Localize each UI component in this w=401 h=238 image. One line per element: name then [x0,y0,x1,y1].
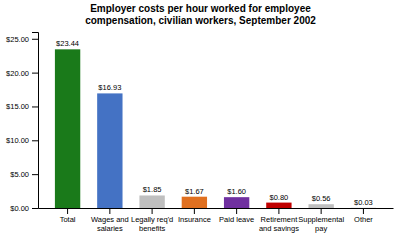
tick-label: Wages andsalaries [91,215,129,233]
tick-label: Paid leave [219,215,254,224]
tick-label: $0.00 [10,204,29,213]
tick: $25.00 [6,35,38,44]
data-label: $0.56 [312,194,331,203]
bar [351,207,376,208]
tick-mark [32,174,38,175]
tick: Other [354,208,373,224]
tick: Paid leave [219,208,254,224]
tick-label: $15.00 [6,102,29,111]
tick-label-line: salaries [97,224,123,233]
data-label: $23.44 [56,39,79,48]
tick-mark [32,106,38,107]
bar [308,204,333,208]
bar [55,49,80,208]
tick-label-line: Paid leave [219,215,254,224]
tick: Insurance [178,208,211,224]
tick: Retirementand savings [259,208,299,233]
data-label: $0.80 [270,193,289,202]
title-line: compensation, civilian workers, Septembe… [85,15,316,26]
tick-mark [363,208,364,214]
bars [55,49,376,208]
tick-label: Legally req'dbenefits [131,215,173,233]
tick: $5.00 [10,170,38,179]
data-label: $1.85 [143,185,162,194]
tick-label-line: pay [315,224,327,233]
axis-line [39,208,394,209]
data-label: $16.93 [98,83,121,92]
axis-line [32,33,39,209]
tick-mark [278,208,279,214]
tick-mark [109,208,110,214]
y-axis: $0.00 $5.00 $10.00 $15.00 $20.00 $25.00 [6,33,38,213]
tick-mark [32,73,38,74]
tick-label: $5.00 [10,170,29,179]
bar [139,195,164,208]
data-label: $1.60 [227,187,246,196]
tick-mark [32,208,38,209]
tick-label: Other [354,215,373,224]
title: Employer costs per hour worked for emplo… [85,3,316,26]
tick-label: $10.00 [6,136,29,145]
tick: Supplementalpay [298,208,344,233]
tick-label: $20.00 [6,69,29,78]
bar [97,93,122,208]
bar [224,197,249,208]
tick-mark [32,140,38,141]
tick: $10.00 [6,136,38,145]
title-line: Employer costs per hour worked for emplo… [90,3,311,14]
tick-label-line: and savings [259,224,299,233]
bar [182,197,207,208]
tick-mark [194,208,195,214]
plot: $0.00 $5.00 $10.00 $15.00 $20.00 $25.00 Total W… [6,33,393,233]
tick-label: Retirementand savings [259,215,299,233]
tick-label-line: Insurance [178,215,211,224]
data-labels: $23.44 $16.93 $1.85 $1.67 $1.60 $0.80 $0.56 $0.… [56,39,373,206]
tick-mark [236,208,237,214]
tick: Legally req'dbenefits [131,208,173,233]
tick: Wages andsalaries [91,208,129,233]
tick-label: Total [60,215,76,224]
tick-mark [321,208,322,214]
tick-label: Supplementalpay [298,215,344,233]
data-label: $0.03 [354,198,373,207]
tick: $15.00 [6,102,38,111]
tick-mark [67,208,68,214]
tick-mark [152,208,153,214]
tick: Total [60,208,76,224]
chart: Employer costs per hour worked for emplo… [0,0,401,238]
bar [266,203,291,208]
tick-label-line: benefits [139,224,166,233]
data-label: $1.67 [185,187,204,196]
tick-label-line: Other [354,215,373,224]
x-axis: Total Wages andsalariesLegally req'dbenef… [39,208,394,233]
tick-label: $25.00 [6,35,29,44]
tick-label: Insurance [178,215,211,224]
tick-label-line: Total [60,215,76,224]
tick: $0.00 [10,204,38,213]
tick-mark [32,39,38,40]
tick: $20.00 [6,69,38,78]
